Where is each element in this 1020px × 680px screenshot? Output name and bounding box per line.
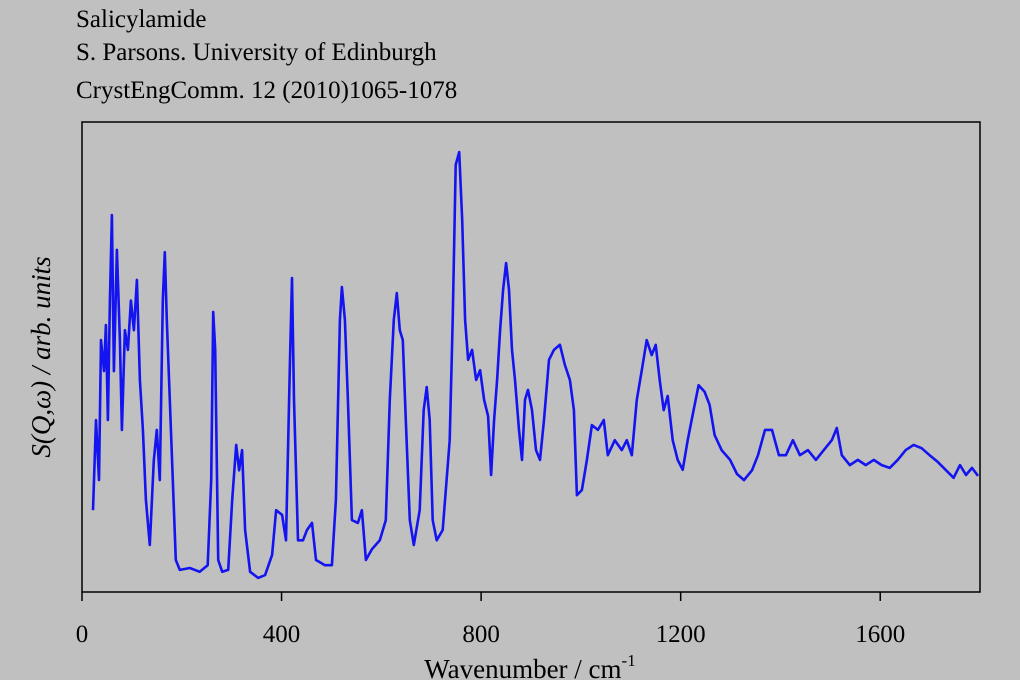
spectrum-line (91, 150, 980, 580)
x-tick-label: 400 (263, 621, 301, 648)
x-label-sup: -1 (622, 651, 636, 670)
title-line: S. Parsons. University of Edinburgh (76, 39, 437, 66)
x-label-text: Wavenumber / cm (424, 654, 621, 680)
title-line: Salicylamide (76, 6, 207, 33)
title-line: CrystEngComm. 12 (2010)1065-1078 (76, 77, 457, 104)
x-tick-label: 1200 (656, 621, 706, 648)
x-tick-label: 800 (462, 621, 500, 648)
plot-frame (81, 121, 981, 593)
x-axis-label: Wavenumber / cm-1 (424, 651, 635, 680)
y-axis-label: S(Q,ω) / arb. units (26, 256, 56, 457)
x-tick-label: 0 (76, 621, 89, 648)
x-tick-label: 1600 (855, 621, 905, 648)
